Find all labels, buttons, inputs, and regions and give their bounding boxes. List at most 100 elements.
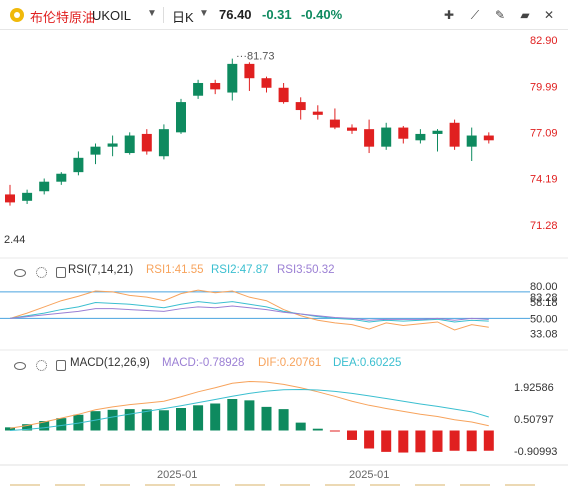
gear-icon[interactable] [36,267,47,278]
candle-body [312,111,323,115]
price-axis-label: 82.90 [530,35,558,47]
price-axis-label: 74.19 [530,174,558,186]
dea-line [9,389,489,431]
macd-bar [210,403,221,431]
macd-axis-label: -0.90993 [514,446,557,458]
brand-logo-icon [10,8,24,22]
candle-body [22,192,33,201]
instrument-symbol[interactable]: UKOIL [92,8,132,23]
macd-bar [107,409,118,431]
candle-body [176,102,186,133]
rsi-axis-label: 83.28 [530,292,558,304]
macd-bar [449,430,460,451]
rsi3-legend: RSI3:50.32 [277,264,335,276]
candle-body [141,133,152,152]
collapse-icon[interactable] [56,267,66,278]
instrument-name[interactable]: 布伦特原油 [30,10,96,25]
rsi-axis-label: 58.18 [530,297,558,309]
x-tick-label: 2025-01 [157,469,197,481]
macd-bar [22,424,33,431]
candle-body [295,102,306,111]
candle-body [415,133,426,141]
macd-bar [466,430,477,452]
candle-body [278,87,289,103]
period-chevron-down-icon[interactable]: ▼ [199,8,209,19]
price-axis-label: 79.99 [530,81,558,93]
macd-bar [90,411,101,431]
macd-bar [364,430,375,449]
period-selector[interactable]: 日K [172,10,194,25]
macd-bar [141,409,152,431]
macd-bar [244,400,255,431]
toolbar-divider [163,7,164,23]
marker-icon[interactable]: ▰ [520,8,530,22]
macd-bar [39,421,50,431]
candle-body [73,157,84,173]
macd-bar [312,428,323,431]
price-axis-label: 71.28 [530,220,558,232]
candle-body [432,130,443,134]
rsi-series-line [9,289,489,331]
rsi-axis-label: 80.00 [530,281,558,293]
macd-axis-label: 0.50797 [514,414,554,426]
line-tool-icon[interactable]: ⟋ [470,8,480,22]
candle-body [466,135,477,147]
candle-body [107,143,118,147]
eye-icon[interactable] [14,362,26,370]
macd-header: MACD(12,26,9) MACD:-0.78928 DIF:0.20761 … [0,357,568,375]
candle-body [347,127,357,131]
pencil-icon[interactable]: ✎ [494,8,506,22]
candle-body [483,135,494,141]
x-tick-label: 2025-01 [349,469,389,481]
macd-axis-label: 1.92586 [514,382,554,394]
rsi-header: RSI(7,14,21) RSI1:41.55 RSI2:47.87 RSI3:… [0,264,568,282]
rsi2-legend: RSI2:47.87 [211,264,269,276]
candle-body [90,146,101,155]
macd-bar [278,409,289,431]
rsi-series-line [9,301,489,323]
gear-icon[interactable] [36,360,47,371]
rsi-axis-label: 50.00 [530,313,558,325]
dif-legend: DIF:0.20761 [258,357,322,369]
macd-bar [158,410,169,431]
candle-body [158,129,169,157]
macd-bar [124,409,135,431]
macd-bar [295,422,306,431]
macd-bar [398,430,409,453]
macd-bar [347,430,357,440]
rsi-series-line [9,305,489,321]
candle-body [193,82,204,96]
macd-bar [415,430,426,453]
price-change: -0.31 [262,7,292,22]
candle-body [56,173,67,182]
macd-bar [261,406,272,431]
eye-icon[interactable] [14,269,26,277]
macd-bar [227,399,238,431]
collapse-icon[interactable] [56,360,66,371]
candle-body [398,127,409,139]
candle-body [329,119,340,128]
candle-body [364,129,375,147]
symbol-chevron-down-icon[interactable]: ▼ [147,8,157,19]
macd-bar [329,430,340,432]
candle-body [261,78,272,88]
crosshair-icon[interactable]: ✚ [443,8,455,22]
macd-bar [381,430,392,452]
rsi-title: RSI(7,14,21) [68,264,134,276]
close-icon[interactable]: ✕ [543,8,555,22]
last-price: 76.40 [219,7,252,22]
macd-bar [176,408,186,431]
candle-body [244,63,255,79]
low-annotation: 2.44 [4,234,25,246]
macd-bar [193,405,204,431]
price-change-percent: -0.40% [301,7,343,22]
dif-line [9,380,489,429]
macd-legend: MACD:-0.78928 [162,357,245,369]
candle-body [381,127,392,147]
macd-title: MACD(12,26,9) [70,357,150,369]
candle-body [5,194,15,203]
rsi-axis-label: 33.08 [530,328,558,340]
rsi1-legend: RSI1:41.55 [146,264,204,276]
candle-body [210,82,221,90]
